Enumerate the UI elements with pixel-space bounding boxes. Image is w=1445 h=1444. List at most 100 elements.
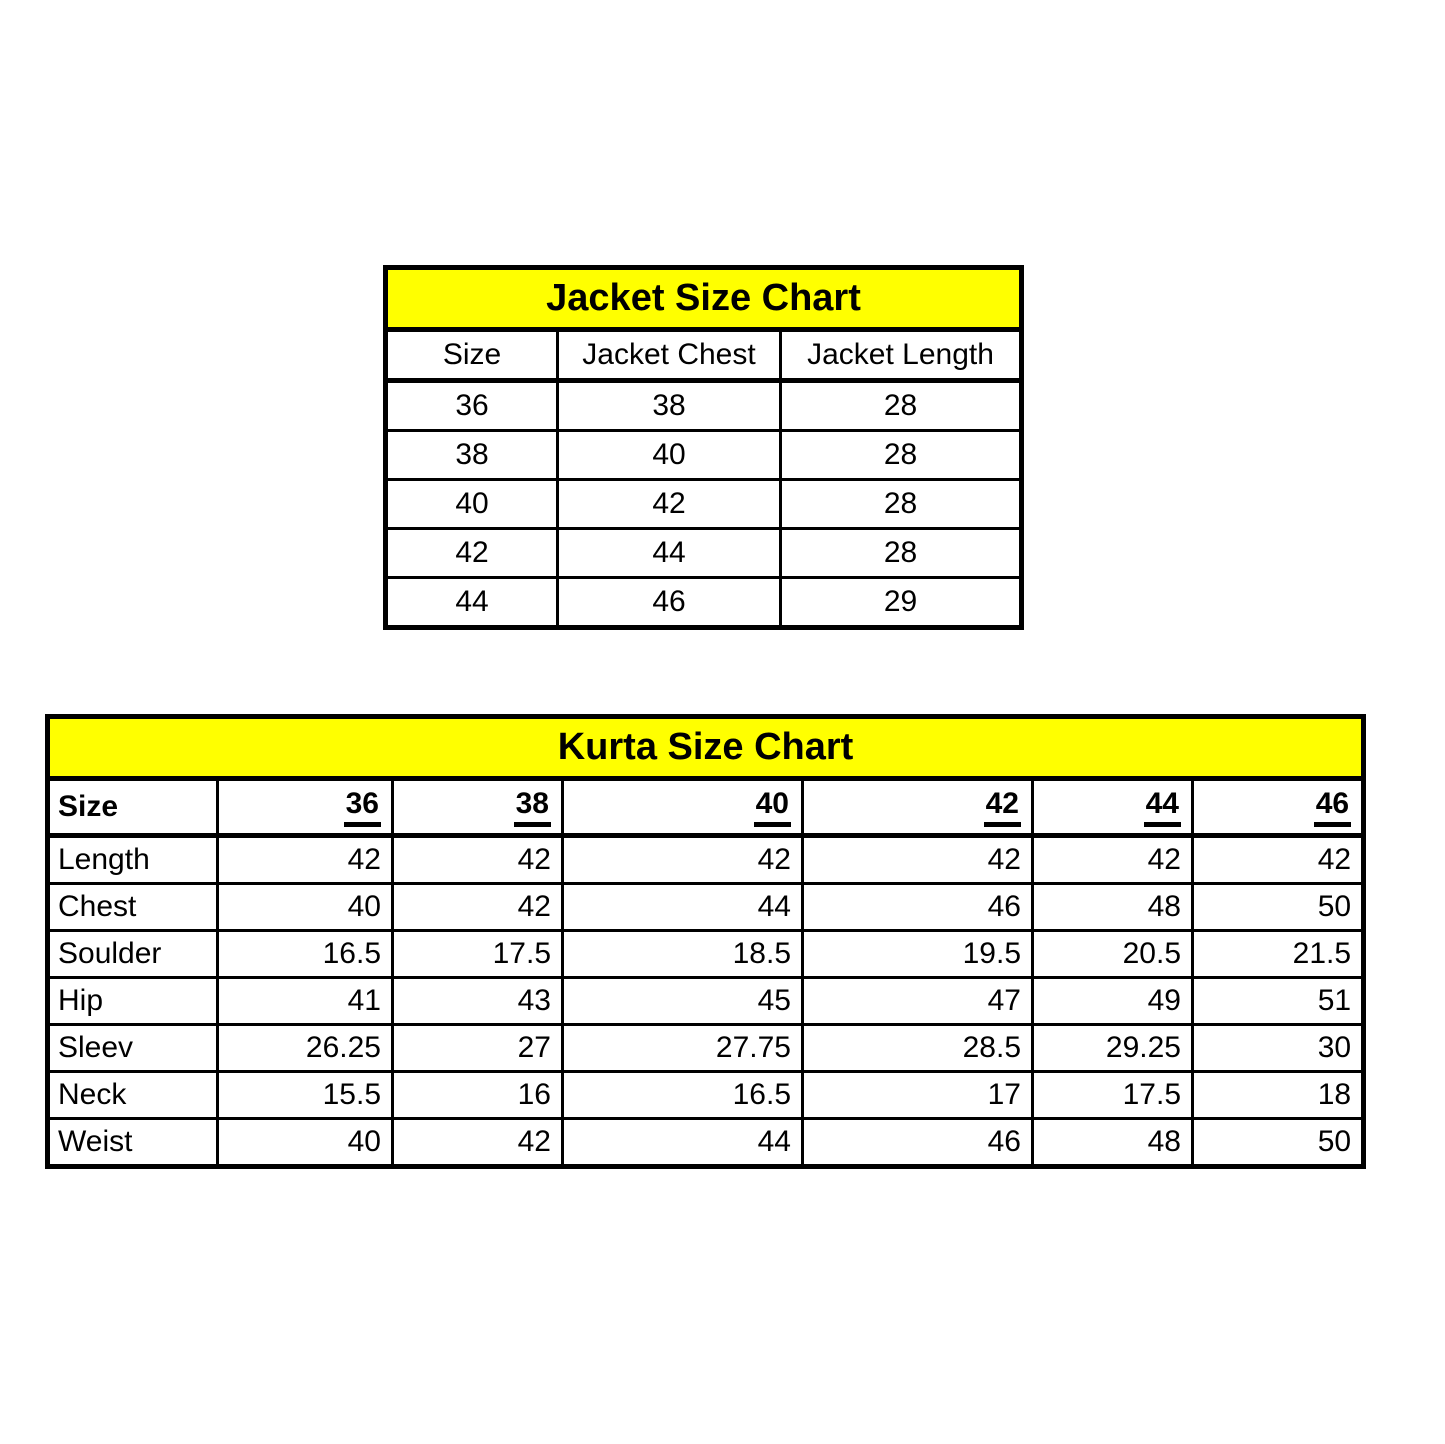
jacket-table-cell: 44 xyxy=(556,527,782,579)
kurta-table-cell: 43 xyxy=(391,976,564,1026)
kurta-table-cell: 42 xyxy=(216,834,394,885)
kurta-size-header-value: 36 xyxy=(343,788,381,827)
kurta-table-cell: 48 xyxy=(1031,882,1194,932)
jacket-column-header: Size xyxy=(384,328,559,383)
kurta-row-label: Weist xyxy=(46,1117,219,1168)
kurta-size-header-value: 46 xyxy=(1313,788,1352,827)
kurta-table-row: Sleev 26.25 27 27.75 28.5 29.25 30 xyxy=(46,1023,1366,1073)
jacket-table-cell: 46 xyxy=(556,576,782,629)
kurta-table-cell: 50 xyxy=(1190,1117,1366,1168)
kurta-row-label: Soulder xyxy=(46,929,219,979)
jacket-header-row: Size Jacket Chest Jacket Length xyxy=(384,328,1024,383)
kurta-table-cell: 21.5 xyxy=(1190,929,1366,979)
jacket-table-cell: 44 xyxy=(384,576,559,629)
kurta-size-header-value: 38 xyxy=(513,788,551,827)
jacket-table-cell: 28 xyxy=(778,527,1024,579)
jacket-table-cell: 40 xyxy=(556,429,782,481)
kurta-table-row: Weist 40 42 44 46 48 50 xyxy=(46,1117,1366,1168)
jacket-table-cell: 42 xyxy=(384,527,559,579)
kurta-size-table: Kurta Size Chart Size 36 38 40 42 44 46 Length… xyxy=(44,714,1367,1169)
kurta-table-cell: 16.5 xyxy=(216,929,394,979)
kurta-table-cell: 42 xyxy=(561,834,804,885)
kurta-table-cell: 41 xyxy=(216,976,394,1026)
jacket-column-header: Jacket Chest xyxy=(556,328,782,383)
kurta-table-cell: 17 xyxy=(801,1070,1034,1120)
kurta-table-cell: 44 xyxy=(561,882,804,932)
kurta-size-column-header: 36 xyxy=(216,777,394,838)
kurta-table-cell: 40 xyxy=(216,1117,394,1168)
kurta-table-cell: 48 xyxy=(1031,1117,1194,1168)
kurta-table-cell: 18.5 xyxy=(561,929,804,979)
kurta-table-cell: 40 xyxy=(216,882,394,932)
kurta-table-cell: 42 xyxy=(391,1117,564,1168)
kurta-size-header-value: 40 xyxy=(753,788,791,827)
kurta-table-row: Chest 40 42 44 46 48 50 xyxy=(46,882,1366,932)
kurta-table-title: Kurta Size Chart xyxy=(44,714,1367,781)
kurta-table-cell: 26.25 xyxy=(216,1023,394,1073)
kurta-table-cell: 47 xyxy=(801,976,1034,1026)
kurta-table-cell: 46 xyxy=(801,1117,1034,1168)
kurta-size-column-header: 46 xyxy=(1190,777,1366,838)
kurta-table-cell: 50 xyxy=(1190,882,1366,932)
kurta-size-header-value: 42 xyxy=(983,788,1021,827)
kurta-table-cell: 18 xyxy=(1190,1070,1366,1120)
kurta-size-header-value: 44 xyxy=(1143,788,1181,827)
kurta-table-cell: 16 xyxy=(391,1070,564,1120)
kurta-table-cell: 42 xyxy=(1031,834,1194,885)
jacket-table-cell: 28 xyxy=(778,429,1024,481)
jacket-table-cell: 28 xyxy=(778,478,1024,530)
kurta-table-cell: 15.5 xyxy=(216,1070,394,1120)
jacket-table-row: 38 40 28 xyxy=(384,429,1024,481)
jacket-table-cell: 28 xyxy=(778,379,1024,432)
kurta-table-row: Hip 41 43 45 47 49 51 xyxy=(46,976,1366,1026)
jacket-size-table: Jacket Size Chart Size Jacket Chest Jacket… xyxy=(382,265,1025,630)
jacket-table-row: 40 42 28 xyxy=(384,478,1024,530)
kurta-table-row: Neck 15.5 16 16.5 17 17.5 18 xyxy=(46,1070,1366,1120)
jacket-table-row: 44 46 29 xyxy=(384,576,1024,629)
jacket-table-title: Jacket Size Chart xyxy=(382,265,1025,332)
jacket-table-cell: 38 xyxy=(384,429,559,481)
kurta-size-column-header: 42 xyxy=(801,777,1034,838)
kurta-table-cell: 42 xyxy=(801,834,1034,885)
kurta-table-cell: 29.25 xyxy=(1031,1023,1194,1073)
kurta-table-cell: 49 xyxy=(1031,976,1194,1026)
kurta-table-cell: 45 xyxy=(561,976,804,1026)
jacket-title-row: Jacket Size Chart xyxy=(382,265,1025,332)
kurta-title-row: Kurta Size Chart xyxy=(44,714,1367,781)
kurta-table-cell: 28.5 xyxy=(801,1023,1034,1073)
kurta-table-cell: 42 xyxy=(391,882,564,932)
kurta-table-cell: 42 xyxy=(391,834,564,885)
kurta-corner-header: Size xyxy=(46,777,219,838)
kurta-table-cell: 17.5 xyxy=(1031,1070,1194,1120)
kurta-table-cell: 27.75 xyxy=(561,1023,804,1073)
jacket-table-row: 42 44 28 xyxy=(384,527,1024,579)
kurta-row-label: Sleev xyxy=(46,1023,219,1073)
kurta-row-label: Hip xyxy=(46,976,219,1026)
kurta-table-cell: 30 xyxy=(1190,1023,1366,1073)
jacket-table-cell: 36 xyxy=(384,379,559,432)
kurta-size-column-header: 40 xyxy=(561,777,804,838)
jacket-table-cell: 40 xyxy=(384,478,559,530)
jacket-table-cell: 38 xyxy=(556,379,782,432)
kurta-table-cell: 51 xyxy=(1190,976,1366,1026)
kurta-size-column-header: 44 xyxy=(1031,777,1194,838)
kurta-table-cell: 17.5 xyxy=(391,929,564,979)
kurta-table-cell: 19.5 xyxy=(801,929,1034,979)
kurta-row-label: Length xyxy=(46,834,219,885)
kurta-table-cell: 46 xyxy=(801,882,1034,932)
jacket-column-header: Jacket Length xyxy=(778,328,1024,383)
kurta-table-cell: 27 xyxy=(391,1023,564,1073)
kurta-table-row: Soulder 16.5 17.5 18.5 19.5 20.5 21.5 xyxy=(46,929,1366,979)
jacket-table-row: 36 38 28 xyxy=(384,379,1024,432)
kurta-row-label: Neck xyxy=(46,1070,219,1120)
kurta-row-label: Chest xyxy=(46,882,219,932)
kurta-table-cell: 42 xyxy=(1190,834,1366,885)
jacket-table-cell: 42 xyxy=(556,478,782,530)
jacket-table-cell: 29 xyxy=(778,576,1024,629)
kurta-table-row: Length 42 42 42 42 42 42 xyxy=(46,834,1366,885)
kurta-header-row: Size 36 38 40 42 44 46 xyxy=(46,777,1366,838)
kurta-size-column-header: 38 xyxy=(391,777,564,838)
kurta-table-cell: 20.5 xyxy=(1031,929,1194,979)
kurta-table-cell: 44 xyxy=(561,1117,804,1168)
